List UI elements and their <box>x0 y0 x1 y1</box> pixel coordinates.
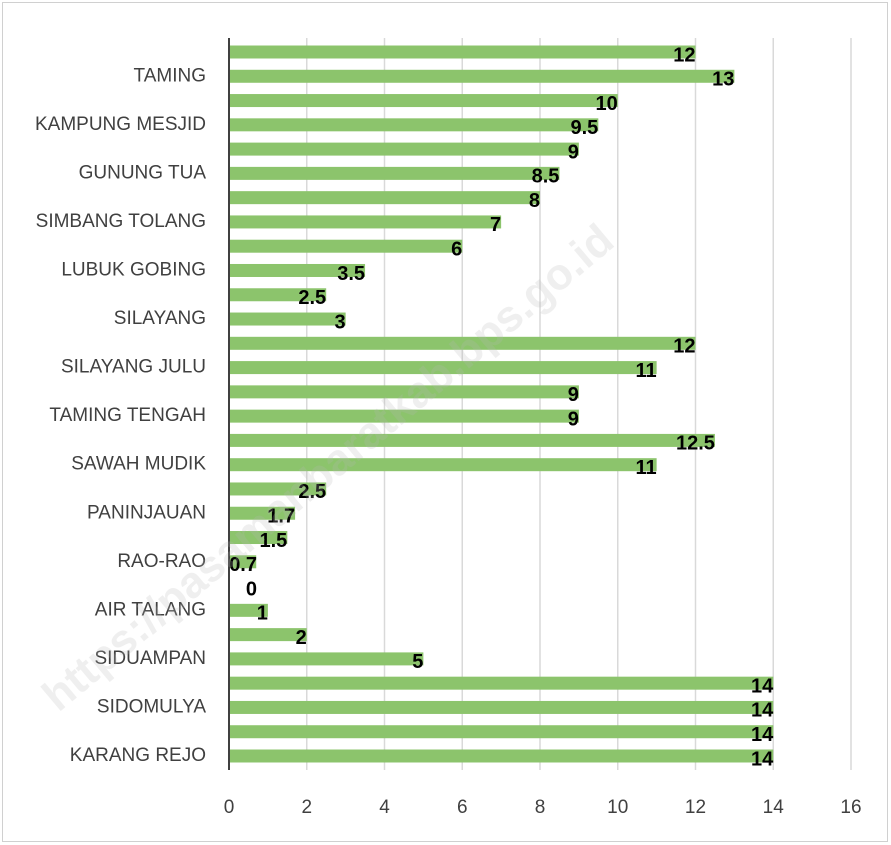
data-label: 11 <box>635 360 656 382</box>
y-tick-label: AIR TALANG <box>95 599 206 620</box>
bar <box>229 336 696 350</box>
bar <box>229 433 715 447</box>
bar <box>229 531 288 545</box>
x-tick-label: 0 <box>224 797 235 818</box>
data-label: 5 <box>412 651 423 673</box>
y-tick-label: TAMING TENGAH <box>49 405 206 426</box>
bar <box>229 385 579 399</box>
bar <box>229 191 540 205</box>
y-tick-label: SIMBANG TOLANG <box>36 211 206 232</box>
y-tick-label: RAO-RAO <box>117 551 206 572</box>
data-label: 10 <box>596 93 618 115</box>
bar <box>229 700 774 714</box>
bar <box>229 482 327 496</box>
bar <box>229 628 307 642</box>
data-label: 12 <box>673 336 695 358</box>
y-tick-label: SAWAH MUDIK <box>71 454 206 475</box>
bar <box>229 166 560 180</box>
data-label: 7 <box>490 214 501 236</box>
data-label: 14 <box>751 700 774 722</box>
x-tick-label: 10 <box>607 797 628 818</box>
bar <box>229 652 424 666</box>
data-label: 9 <box>568 141 579 163</box>
bar <box>229 506 296 520</box>
data-label: 1 <box>257 603 268 625</box>
data-label: 12 <box>673 44 695 66</box>
data-label: 1.5 <box>260 530 288 552</box>
y-tick-label: SIDUAMPAN <box>94 648 206 669</box>
data-label: 0 <box>246 578 257 600</box>
x-tick-label: 12 <box>685 797 706 818</box>
x-tick-label: 14 <box>763 797 785 818</box>
bar <box>229 458 657 472</box>
x-tick-label: 2 <box>301 797 312 818</box>
bar <box>229 676 774 690</box>
bar <box>229 361 657 375</box>
y-tick-label: GUNUNG TUA <box>79 162 207 183</box>
data-label: 14 <box>751 748 774 770</box>
y-tick-label: PANINJAUAN <box>87 502 206 523</box>
bar <box>229 263 366 277</box>
data-label: 2 <box>296 627 307 649</box>
x-tick-label: 6 <box>457 797 468 818</box>
data-label: 3.5 <box>337 263 365 285</box>
y-tick-label: KAMPUNG MESJID <box>35 114 206 135</box>
y-tick-label: SIDOMULYA <box>97 696 206 717</box>
y-tick-label: LUBUK GOBING <box>61 259 206 280</box>
data-label: 1.7 <box>267 506 295 528</box>
bar <box>229 215 502 229</box>
bar <box>229 94 618 108</box>
data-label: 2.5 <box>298 287 326 309</box>
data-label: 14 <box>751 724 774 746</box>
y-tick-label: SILAYANG <box>114 308 206 329</box>
bar <box>229 69 735 83</box>
y-tick-label: TAMING <box>134 65 206 86</box>
bar <box>229 118 599 132</box>
data-label: 2.5 <box>298 481 326 503</box>
x-tick-label: 4 <box>379 797 390 818</box>
data-label: 0.7 <box>229 554 257 576</box>
bar <box>229 239 463 253</box>
data-label: 11 <box>635 457 656 479</box>
bar <box>229 312 346 326</box>
x-tick-label: 16 <box>840 797 861 818</box>
data-label: 9 <box>568 384 579 406</box>
data-label: 9 <box>568 408 579 430</box>
data-label: 13 <box>712 69 734 91</box>
bar <box>229 749 774 763</box>
bar <box>229 725 774 739</box>
data-label: 8.5 <box>532 166 560 188</box>
y-tick-label: KARANG REJO <box>70 745 206 766</box>
bar <box>229 142 579 156</box>
data-label: 8 <box>529 190 540 212</box>
y-tick-label: SILAYANG JULU <box>61 357 206 378</box>
bar <box>229 603 268 617</box>
data-label: 6 <box>451 238 462 260</box>
bar <box>229 45 696 59</box>
bar <box>229 288 327 302</box>
data-label: 9.5 <box>571 117 599 139</box>
bar <box>229 555 257 569</box>
x-tick-label: 8 <box>535 797 546 818</box>
data-label: 14 <box>751 675 774 697</box>
data-label: 12.5 <box>676 433 715 455</box>
bar <box>229 409 579 423</box>
data-label: 3 <box>335 311 346 333</box>
